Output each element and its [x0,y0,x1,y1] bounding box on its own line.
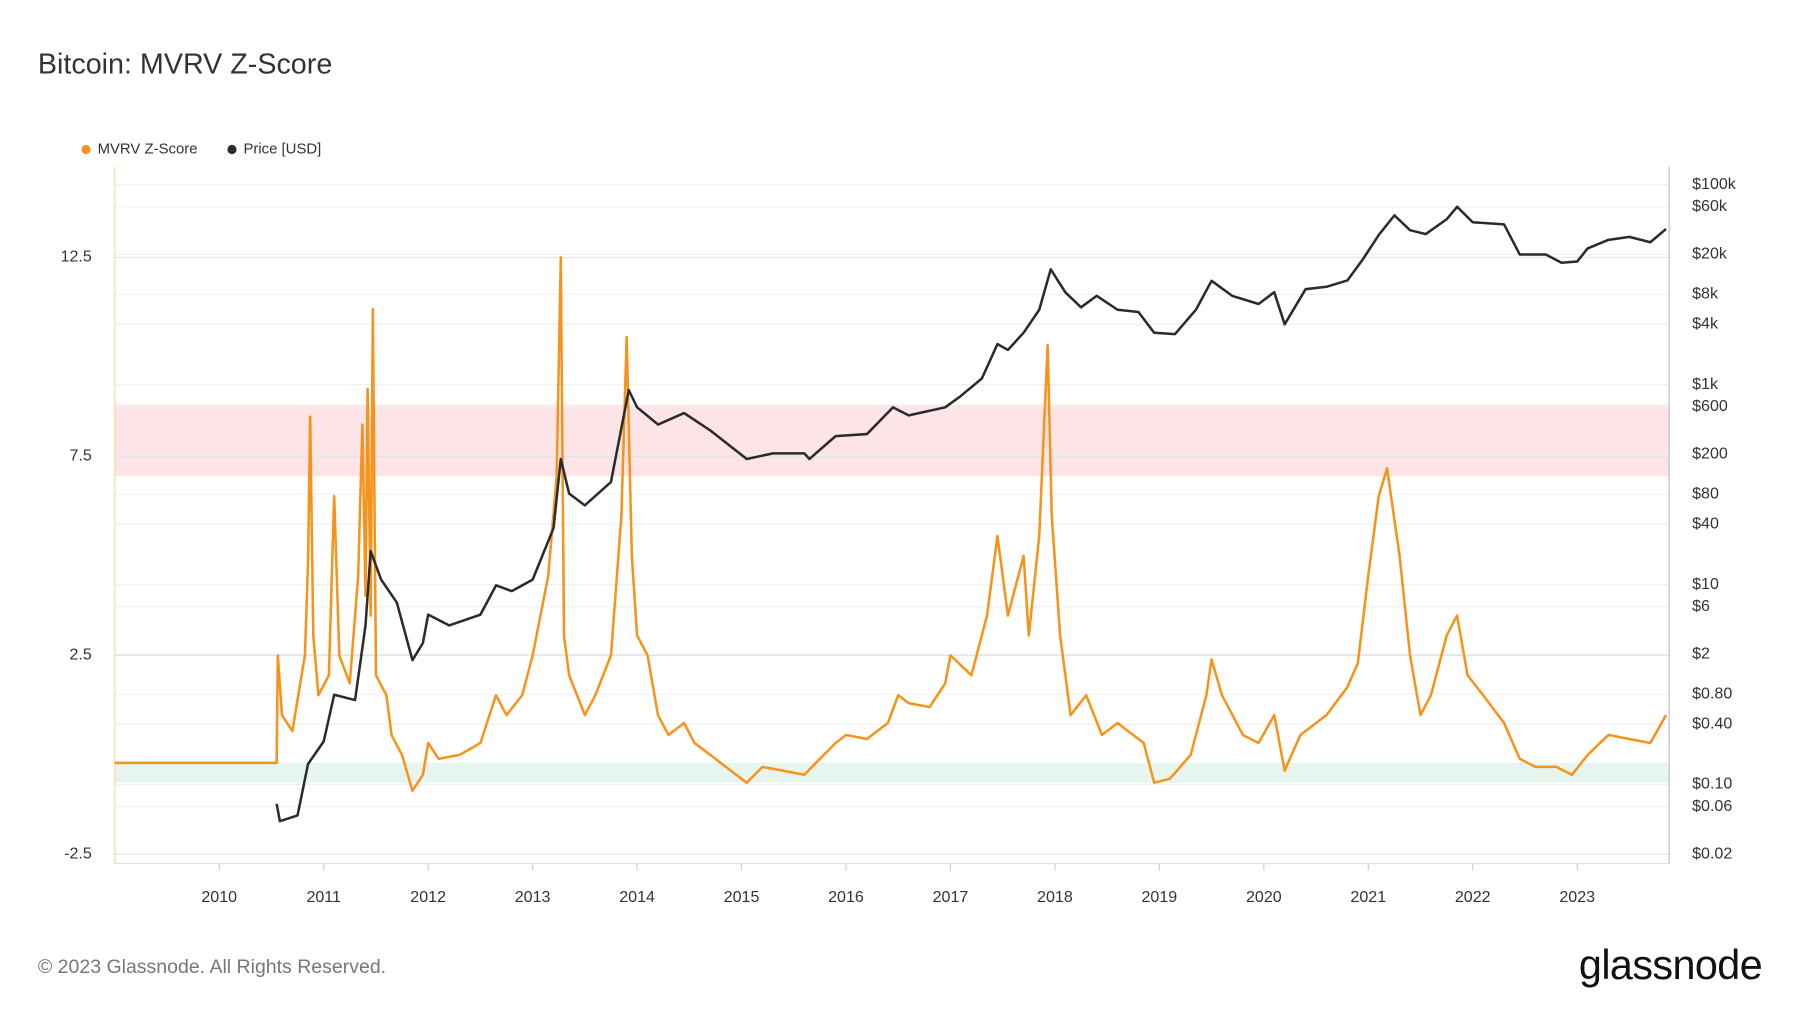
y2-tick-label: $1k [1692,375,1719,393]
y2-tick-label: $0.40 [1692,715,1732,733]
y2-tick-label: $40 [1692,515,1719,533]
legend-label: MVRV Z-Score [98,140,198,157]
x-tick-label: 2019 [1142,888,1178,906]
y2-tick-label: $2 [1692,645,1710,663]
y2-tick-label: $10 [1692,575,1719,593]
y-tick-label: 2.5 [69,646,91,664]
x-tick-label: 2014 [619,888,655,906]
y2-tick-label: $0.02 [1692,845,1732,863]
series-line [275,205,1667,823]
y-tick-label: 12.5 [61,248,92,266]
chart-title: Bitcoin: MVRV Z-Score [38,48,332,80]
y2-tick-label: $8k [1692,285,1719,303]
x-tick-label: 2015 [724,888,760,906]
x-tick-label: 2021 [1350,888,1386,906]
y2-tick-label: $200 [1692,445,1728,463]
series-line [114,256,1668,792]
y2-tick-label: $4k [1692,315,1719,333]
x-tick-label: 2012 [410,888,446,906]
y2-tick-label: $0.10 [1692,775,1732,793]
x-tick-label: 2016 [828,888,864,906]
legend-marker [227,144,237,155]
y-tick-label: 7.5 [69,447,91,465]
x-tick-label: 2010 [201,888,237,906]
y2-tick-label: $20k [1692,245,1728,263]
x-tick-label: 2011 [306,888,341,906]
x-tick-label: 2020 [1246,888,1282,906]
x-tick-label: 2018 [1037,888,1073,906]
plot-area: $0.02 $0.06 $0.10 $0.40 $0.80 $2 $6 $10 $40 $80 $2… [61,140,1737,906]
x-tick-label: 2017 [933,888,969,906]
brand-logo: glassnode [1579,942,1762,988]
y2-tick-label: $0.80 [1692,684,1732,702]
y2-tick-label: $80 [1692,484,1719,502]
zone-band [114,762,1670,783]
y2-tick-label: $0.06 [1692,797,1732,815]
y2-tick-label: $600 [1692,397,1728,415]
zone-band [114,404,1670,477]
y-tick-label: -2.5 [64,845,92,863]
legend-marker [81,144,91,155]
y2-tick-label: $100k [1692,175,1737,193]
x-tick-label: 2013 [515,888,551,906]
x-tick-label: 2022 [1455,888,1491,906]
copyright: © 2023 Glassnode. All Rights Reserved. [38,956,386,978]
legend-label: Price [USD] [243,140,321,157]
x-tick-label: 2023 [1559,888,1595,906]
y2-tick-label: $6 [1692,597,1710,615]
y2-tick-label: $60k [1692,197,1728,215]
